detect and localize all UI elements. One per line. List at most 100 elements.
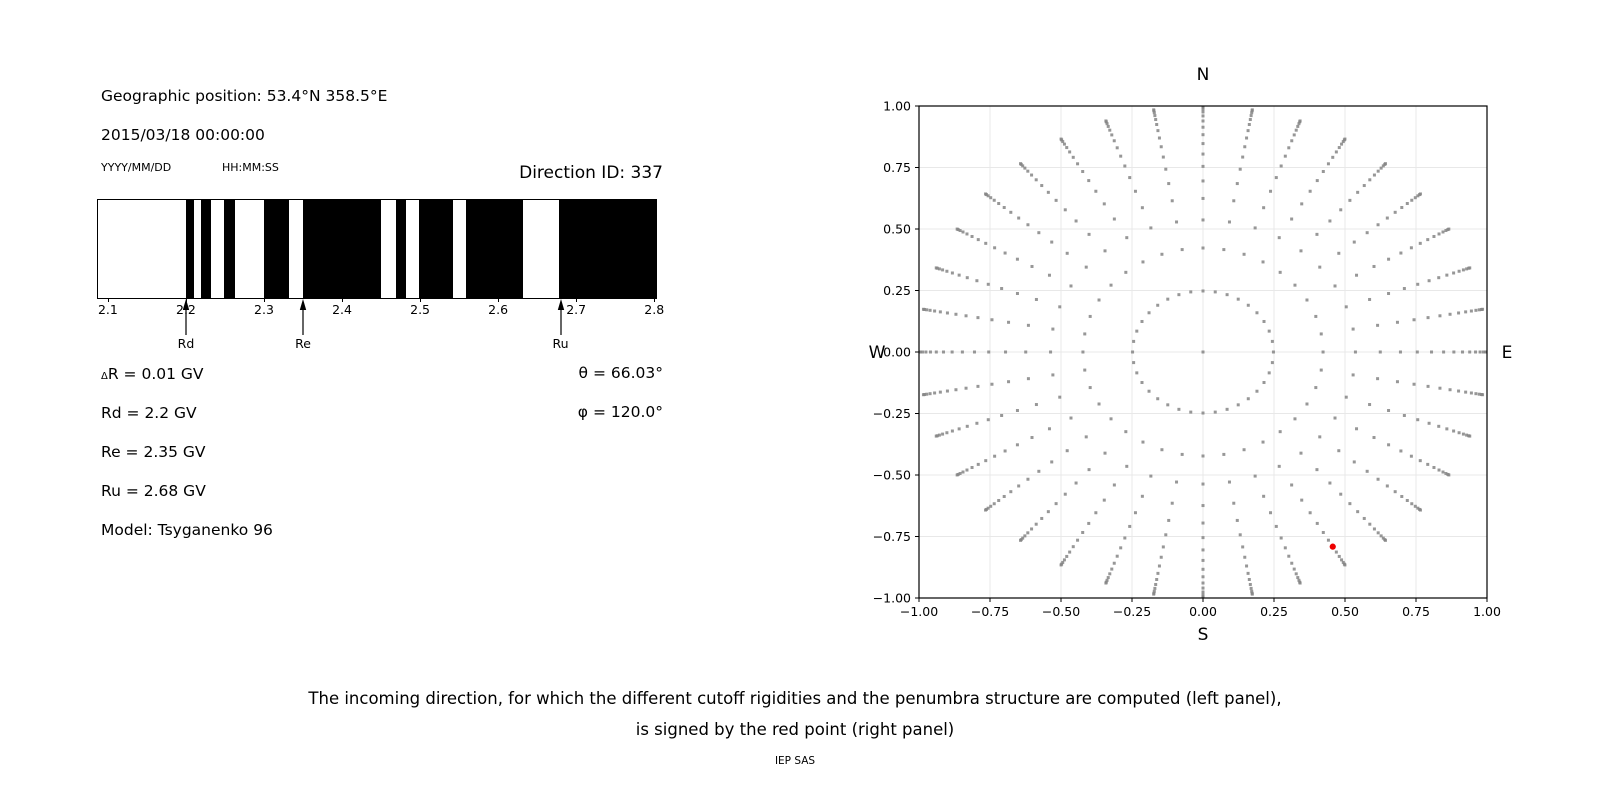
direction-dot <box>1405 202 1409 206</box>
direction-dot <box>1007 380 1011 384</box>
x-tick-label: −1.00 <box>900 604 938 619</box>
direction-dot <box>1416 282 1420 286</box>
direction-dot <box>1141 440 1145 444</box>
direction-dot <box>1395 320 1399 324</box>
direction-dot <box>1452 350 1456 354</box>
compass-label-south: S <box>1198 625 1209 645</box>
direction-dot <box>987 350 991 354</box>
direction-dot <box>1037 469 1041 473</box>
direction-dot <box>1274 176 1278 180</box>
direction-dot <box>1155 577 1159 581</box>
direction-dot <box>1046 510 1050 514</box>
direction-dot <box>1372 436 1376 440</box>
direction-dot <box>1246 303 1250 307</box>
direction-dot <box>1437 468 1441 472</box>
direction-dot <box>1026 377 1030 381</box>
direction-dot <box>1242 252 1246 256</box>
direction-dot <box>1465 267 1469 271</box>
direction-dot <box>1201 119 1205 123</box>
direction-dot <box>1108 128 1112 132</box>
penumbra-forbidden-band <box>303 200 382 298</box>
direction-dot <box>1410 198 1414 202</box>
direction-dot <box>950 350 954 354</box>
direction-dot <box>1201 558 1205 562</box>
direction-dot <box>1156 397 1160 401</box>
direction-dot <box>1308 189 1312 193</box>
direction-dot <box>1344 395 1348 399</box>
direction-dot <box>1365 231 1369 235</box>
direction-dot <box>1232 501 1236 505</box>
direction-dot <box>921 393 925 397</box>
direction-dot <box>1030 173 1034 177</box>
direction-dot <box>1418 459 1422 463</box>
direction-dot <box>1372 527 1376 531</box>
direction-dot <box>1333 416 1337 420</box>
direction-dot <box>984 192 988 196</box>
direction-dot <box>1236 403 1240 407</box>
direction-dot <box>1270 339 1274 343</box>
direction-dot <box>1474 350 1478 354</box>
direction-dot <box>1448 388 1452 392</box>
direction-dot <box>1426 384 1430 388</box>
direction-dot <box>1132 361 1136 365</box>
direction-dot <box>1255 389 1259 393</box>
direction-dot <box>1009 490 1013 494</box>
direction-dot <box>957 273 961 277</box>
direction-dot <box>1201 142 1205 146</box>
direction-dot <box>1341 140 1345 144</box>
direction-dot <box>1030 527 1034 531</box>
direction-dot <box>990 382 994 386</box>
direction-dot <box>1227 480 1231 484</box>
direction-dot <box>1049 350 1053 354</box>
direction-dot <box>955 227 959 231</box>
direction-dot <box>1084 435 1088 439</box>
direction-dot <box>1159 555 1163 559</box>
direction-dot <box>938 390 942 394</box>
direction-dot <box>1241 545 1245 549</box>
direction-dot <box>1461 432 1465 436</box>
direction-dot <box>1034 178 1038 182</box>
y-tick-label: 0.25 <box>883 283 911 298</box>
direction-dot <box>984 508 988 512</box>
geographic-position-text: Geographic position: 53.4°N 358.5°E <box>101 87 388 105</box>
x-tick-label: 0.00 <box>1189 604 1217 619</box>
direction-dot <box>1355 273 1359 277</box>
direction-dot <box>1140 381 1144 385</box>
penumbra-forbidden-band <box>396 200 407 298</box>
direction-dot <box>986 282 990 286</box>
direction-dot <box>941 432 945 436</box>
direction-dot <box>1201 196 1205 200</box>
penumbra-forbidden-band <box>201 200 212 298</box>
direction-dot <box>1250 108 1254 112</box>
direction-dot <box>1437 232 1441 236</box>
direction-dot <box>976 384 980 388</box>
x-tick-label: −0.75 <box>971 604 1009 619</box>
direction-dot <box>1132 339 1136 343</box>
direction-dot <box>1416 418 1420 422</box>
direction-dot <box>1213 290 1217 294</box>
direction-dot <box>1104 581 1108 585</box>
direction-dot <box>1123 164 1127 168</box>
direction-dot <box>1153 114 1157 118</box>
direction-dot <box>1262 319 1266 323</box>
penumbra-tick-mark <box>576 298 578 302</box>
ru-value: Ru = 2.68 GV <box>101 482 206 500</box>
direction-dot <box>1298 581 1302 585</box>
direction-dot <box>1344 305 1348 309</box>
direction-dot <box>1383 162 1387 166</box>
direction-dot <box>1175 220 1179 224</box>
direction-dot <box>960 350 964 354</box>
direction-dot <box>1167 518 1171 522</box>
direction-dot <box>1376 323 1380 327</box>
direction-dot <box>976 462 980 466</box>
penumbra-tick-mark <box>185 298 187 302</box>
cutoff-arrow-ru <box>557 299 564 335</box>
direction-dot <box>1413 196 1417 200</box>
direction-dot <box>1343 563 1347 567</box>
direction-dot <box>1017 216 1021 220</box>
direction-dot <box>1399 251 1403 255</box>
direction-dot <box>1262 494 1266 498</box>
direction-dot <box>1227 220 1231 224</box>
direction-dot <box>1290 561 1294 565</box>
direction-dot <box>1297 122 1301 126</box>
